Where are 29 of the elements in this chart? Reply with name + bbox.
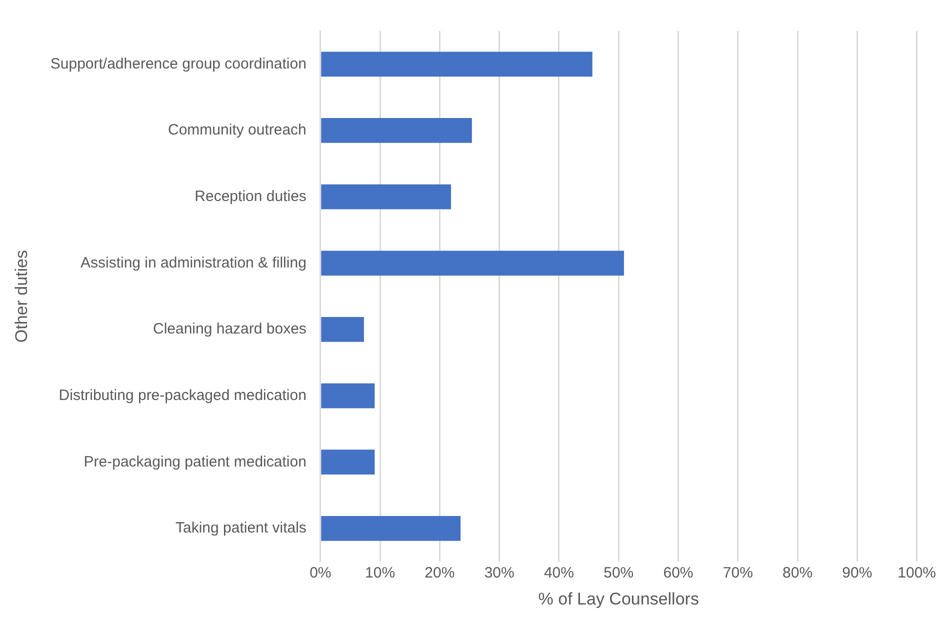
x-tick-label: 70% [722, 564, 753, 582]
x-tick-label: 30% [484, 564, 514, 582]
y-tick-label: Assisting in administration & filling [80, 254, 306, 272]
y-tick-label: Support/adherence group coordination [50, 55, 306, 72]
bar [321, 450, 375, 475]
x-tick-label: 50% [604, 564, 634, 582]
x-tick-label: 100% [898, 564, 936, 582]
x-tick-label: 60% [663, 564, 694, 582]
x-tick-label: 90% [842, 564, 872, 582]
x-tick-label: 10% [365, 564, 396, 582]
x-axis-title: % of Lay Counsellors [538, 589, 699, 608]
y-tick-label: Pre-packaging patient medication [84, 453, 306, 470]
x-tick-label: 20% [424, 564, 455, 582]
bar [321, 317, 364, 342]
x-tick-label: 0% [310, 564, 332, 582]
y-tick-label: Reception duties [194, 188, 306, 205]
bar [321, 250, 624, 276]
x-tick-label: 80% [782, 564, 813, 582]
y-tick-label: Community outreach [168, 122, 306, 139]
y-tick-label: Distributing pre-packaged medication [58, 386, 306, 404]
bar [321, 383, 375, 408]
y-tick-label: Cleaning hazard boxes [152, 320, 306, 338]
bar [321, 52, 592, 77]
y-axis-title: Other duties [12, 250, 31, 343]
y-tick-label: Taking patient vitals [176, 520, 306, 537]
bar [321, 516, 461, 541]
x-tick-label: 40% [544, 564, 574, 582]
bar [321, 184, 452, 210]
bar [321, 118, 472, 143]
